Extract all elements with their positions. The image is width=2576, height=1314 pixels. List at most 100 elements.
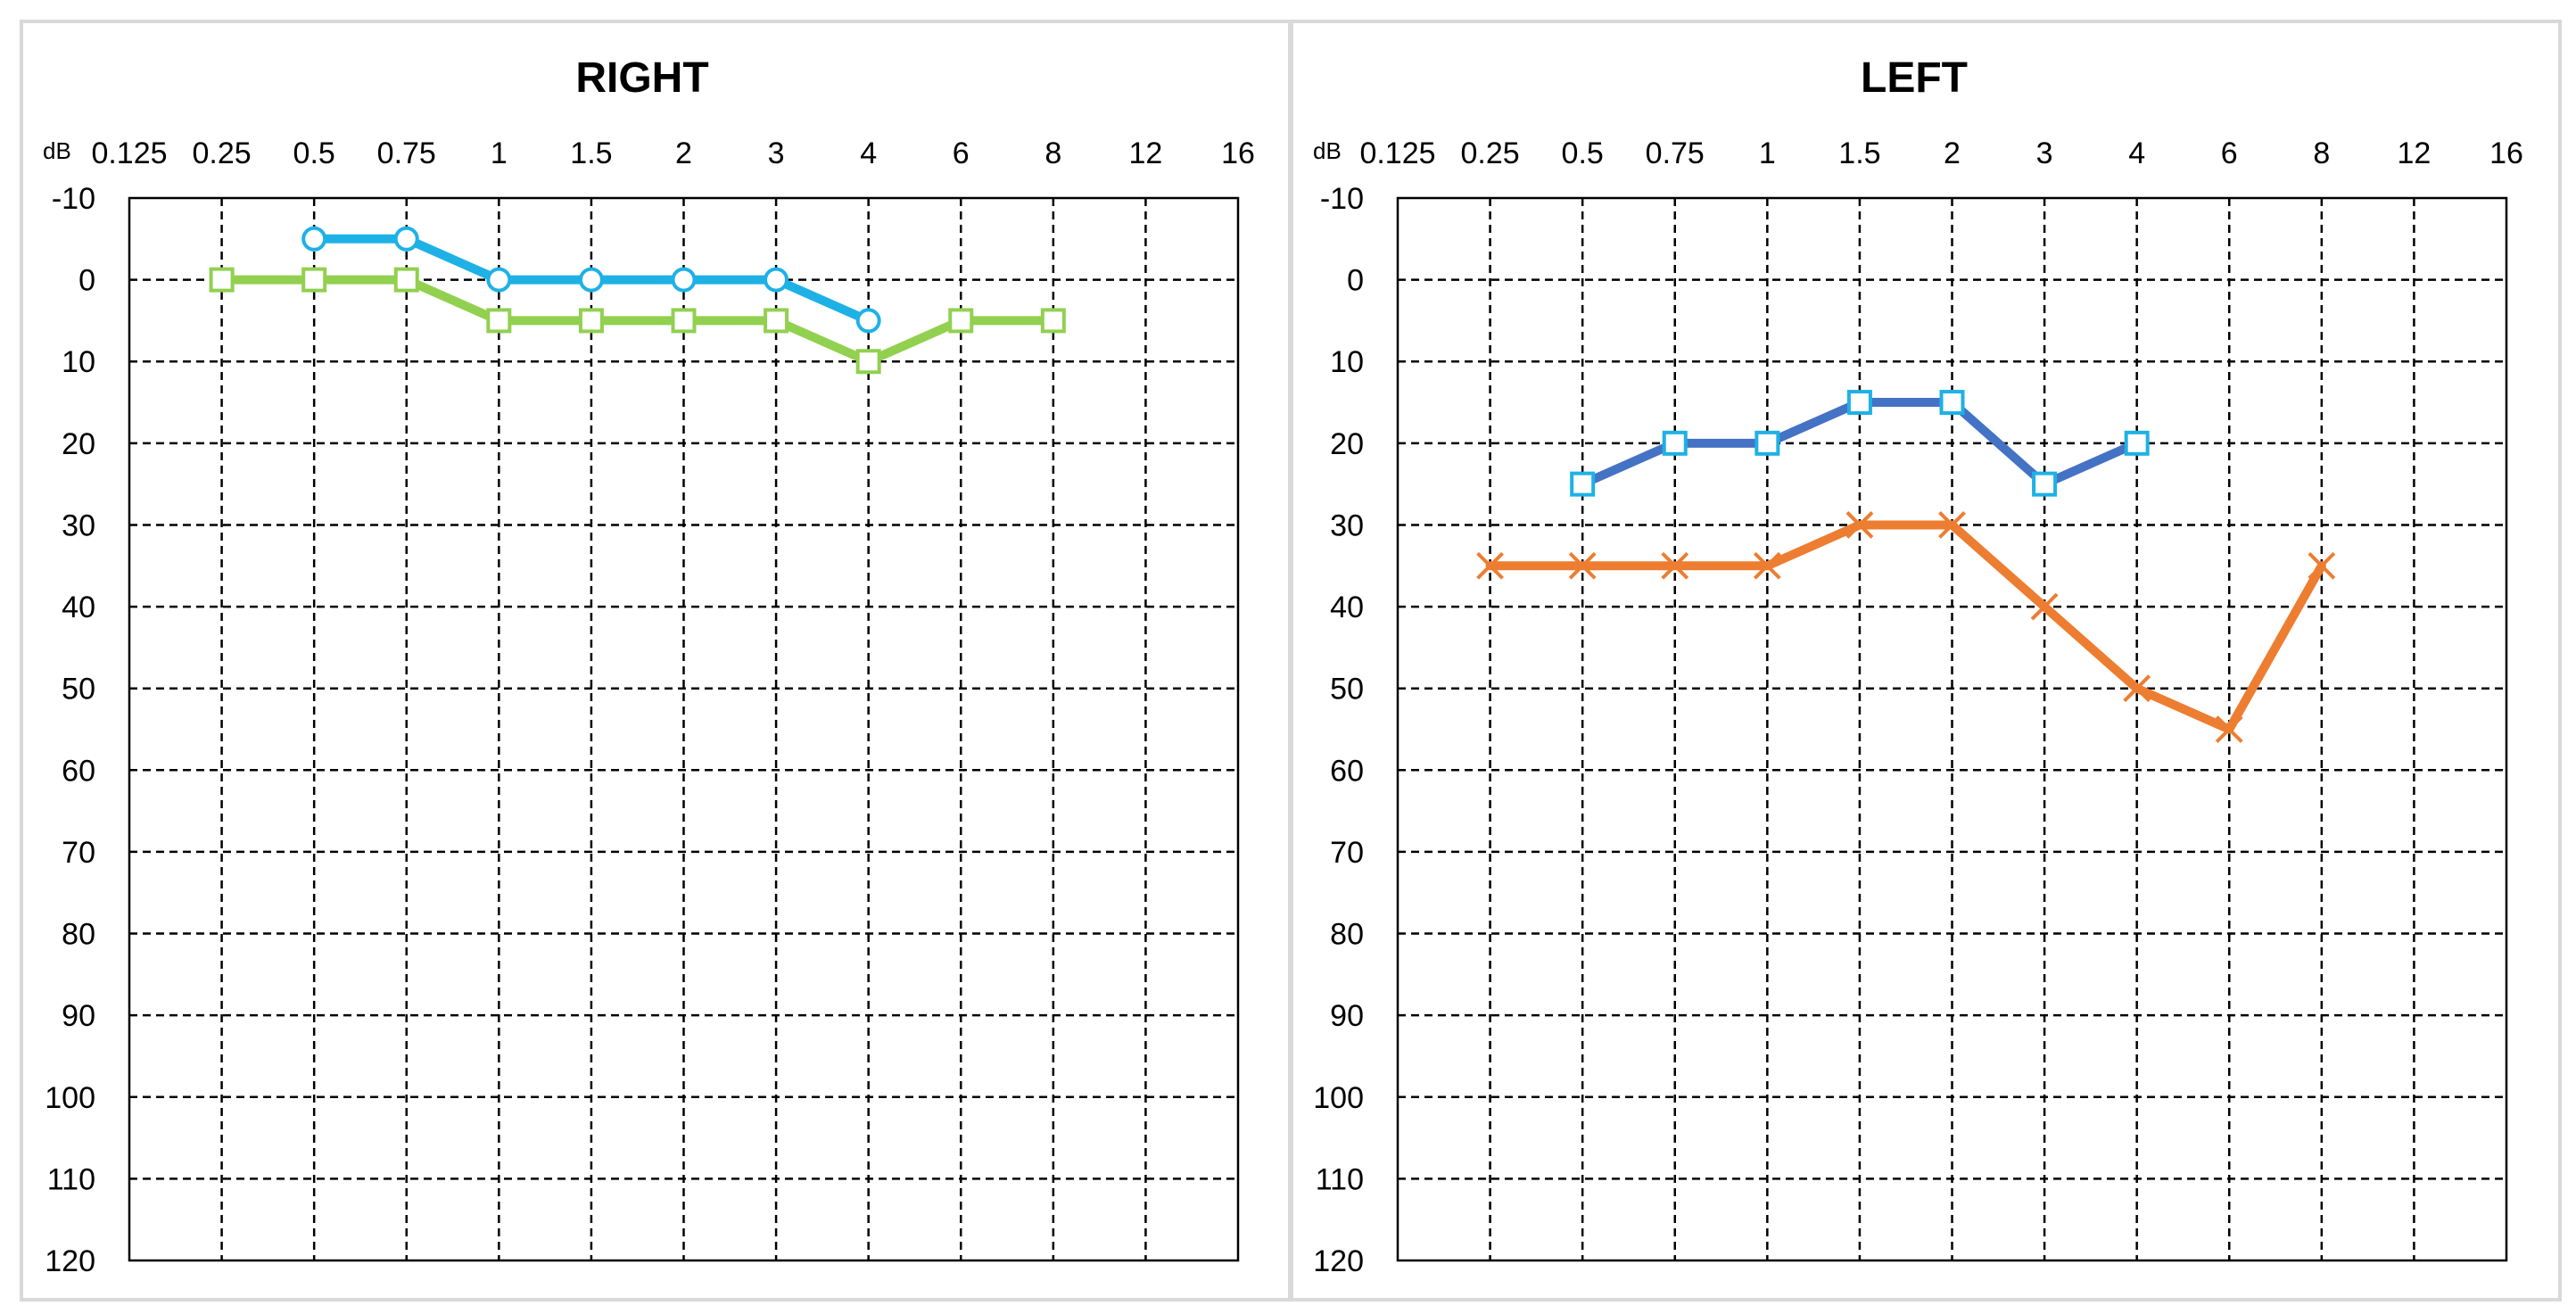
y-tick-label: 0: [78, 264, 95, 298]
x-tick-label: 4: [2128, 136, 2145, 170]
y-tick-label: 110: [1316, 1162, 1364, 1196]
y-tick-label: -10: [1320, 182, 1364, 216]
y-tick-label: 90: [1330, 999, 1364, 1033]
data-point-square: [1939, 390, 1965, 416]
y-tick-label: 70: [1330, 836, 1364, 870]
data-point-cross: [1938, 511, 1966, 539]
x-tick-label: 0.75: [377, 136, 436, 170]
x-tick-label: 1: [491, 136, 508, 170]
x-tick-label: 8: [1044, 136, 1061, 170]
x-tick-label: 0.125: [91, 136, 167, 170]
data-point-square: [1570, 471, 1596, 497]
right-ear-chart: RIGHT dB 0.125 0.25 0.5 0.75 1 1.5 2 3 4 6 8 12 16 -…: [43, 54, 1255, 1278]
x-tick-label: 16: [1221, 136, 1255, 170]
data-point-square: [764, 308, 789, 334]
x-tick-label: 6: [953, 136, 970, 170]
data-point-circle: [486, 267, 512, 293]
y-axis-ticks: -10 0 10 20 30 40 50 60 70 80 90 100 110 120: [45, 182, 95, 1278]
y-unit-label: dB: [1313, 137, 1342, 164]
x-tick-label: 2: [675, 136, 692, 170]
data-point-cross: [2215, 715, 2243, 743]
y-tick-label: 60: [1330, 754, 1364, 788]
left-panel: [1290, 20, 2562, 1302]
y-unit-label: dB: [43, 137, 71, 164]
data-point-square: [2032, 471, 2058, 497]
x-axis-ticks: 0.125 0.25 0.5 0.75 1 1.5 2 3 4 6 8 12 16: [1359, 136, 2522, 170]
x-tick-label: 3: [2036, 136, 2053, 170]
data-point-square: [209, 267, 235, 293]
x-tick-label: 12: [2398, 136, 2432, 170]
data-point-circle: [578, 267, 604, 293]
y-tick-label: 80: [1330, 918, 1364, 952]
y-tick-label: 120: [45, 1244, 95, 1278]
data-point-square: [1846, 390, 1872, 416]
x-tick-label: 6: [2221, 136, 2238, 170]
x-tick-label: 1: [1759, 136, 1776, 170]
x-tick-label: 1.5: [1838, 136, 1880, 170]
data-point-cross: [2308, 551, 2336, 580]
y-tick-label: 20: [62, 427, 95, 461]
x-tick-label: 0.125: [1359, 136, 1435, 170]
data-point-cross: [1845, 511, 1874, 539]
x-tick-label: 0.25: [1460, 136, 1519, 170]
y-tick-label: 100: [1313, 1081, 1364, 1115]
y-tick-label: 100: [45, 1081, 95, 1115]
data-point-cross: [2030, 592, 2059, 621]
series-layer: [1476, 390, 2336, 743]
data-point-circle: [301, 226, 327, 252]
y-tick-label: 40: [62, 591, 95, 624]
x-axis-ticks: 0.125 0.25 0.5 0.75 1 1.5 2 3 4 6 8 12 16: [91, 136, 1254, 170]
x-tick-label: 3: [768, 136, 785, 170]
plot-frame: [1396, 196, 2508, 1262]
x-tick-label: 16: [2489, 136, 2523, 170]
chart-title: LEFT: [1861, 54, 1968, 102]
y-tick-label: 50: [62, 673, 95, 707]
data-point-cross: [1753, 551, 1781, 580]
y-tick-label: -10: [52, 182, 95, 216]
y-tick-label: 10: [1330, 345, 1364, 379]
y-tick-label: 90: [62, 999, 95, 1033]
x-tick-label: 4: [860, 136, 877, 170]
y-tick-label: 120: [1313, 1244, 1364, 1278]
data-point-square: [1040, 308, 1066, 334]
x-tick-label: 8: [2313, 136, 2330, 170]
data-point-square: [1662, 430, 1688, 456]
data-point-square: [948, 308, 974, 334]
grid: [1398, 198, 2506, 1260]
series-line: [217, 275, 1058, 367]
y-tick-label: 20: [1330, 427, 1364, 461]
data-point-square: [301, 267, 327, 293]
x-tick-label: 1.5: [570, 136, 612, 170]
x-tick-label: 12: [1129, 136, 1163, 170]
y-axis-ticks: -10 0 10 20 30 40 50 60 70 80 90 100 110 120: [1313, 182, 1364, 1278]
series-line: [1485, 520, 2326, 734]
data-point-square: [2124, 430, 2150, 456]
y-tick-label: 0: [1347, 264, 1364, 298]
data-point-square: [671, 308, 697, 334]
plot-frame: [128, 196, 1240, 1262]
y-tick-label: 40: [1330, 591, 1364, 624]
left-ear-chart: LEFT dB 0.125 0.25 0.5 0.75 1 1.5 2 3 4 6 8 12 16 -1…: [1313, 54, 2523, 1278]
data-point-cross: [1661, 551, 1689, 580]
data-point-circle: [393, 226, 419, 252]
data-point-circle: [671, 267, 697, 293]
right-panel: [20, 20, 1292, 1302]
chart-title: RIGHT: [575, 54, 708, 102]
x-tick-label: 0.75: [1646, 136, 1705, 170]
y-tick-label: 80: [62, 918, 95, 952]
x-tick-label: 2: [1944, 136, 1961, 170]
x-tick-label: 0.25: [192, 136, 251, 170]
data-point-circle: [855, 308, 881, 334]
y-tick-label: 60: [62, 754, 95, 788]
y-tick-label: 30: [62, 508, 95, 542]
y-tick-label: 110: [47, 1162, 95, 1196]
data-point-cross: [2123, 674, 2151, 703]
data-point-square: [393, 267, 419, 293]
x-tick-label: 0.5: [293, 136, 335, 170]
x-tick-label: 0.5: [1562, 136, 1604, 170]
data-point-square: [486, 308, 512, 334]
series-layer: [209, 226, 1066, 375]
data-point-cross: [1568, 551, 1597, 580]
